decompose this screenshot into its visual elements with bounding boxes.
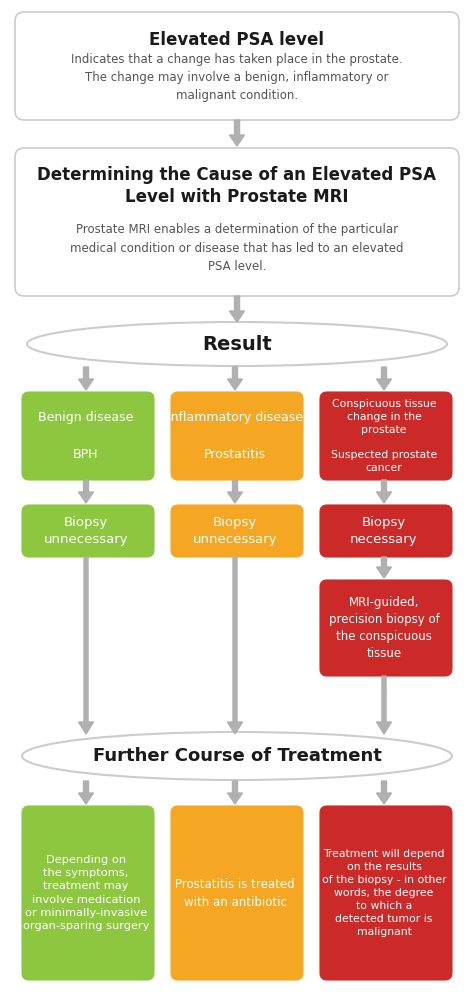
FancyBboxPatch shape [22, 806, 154, 980]
FancyBboxPatch shape [320, 505, 452, 557]
Text: Conspicuous tissue
change in the
prostate

Suspected prostate
cancer: Conspicuous tissue change in the prostat… [331, 399, 437, 473]
Polygon shape [376, 781, 392, 804]
Text: Determining the Cause of an Elevated PSA
Level with Prostate MRI: Determining the Cause of an Elevated PSA… [37, 166, 437, 206]
Polygon shape [376, 557, 392, 578]
Text: Biopsy
unnecessary: Biopsy unnecessary [44, 516, 128, 546]
Polygon shape [79, 781, 93, 804]
Polygon shape [79, 367, 93, 390]
Polygon shape [228, 367, 243, 390]
Ellipse shape [22, 732, 452, 780]
Text: MRI-guided,
precision biopsy of
the conspicuous
tissue: MRI-guided, precision biopsy of the cons… [328, 596, 439, 660]
FancyBboxPatch shape [320, 806, 452, 980]
FancyBboxPatch shape [320, 392, 452, 480]
FancyBboxPatch shape [171, 505, 303, 557]
Polygon shape [228, 480, 243, 503]
Text: Prostate MRI enables a determination of the particular
medical condition or dise: Prostate MRI enables a determination of … [70, 224, 404, 272]
Text: Elevated PSA level: Elevated PSA level [149, 31, 325, 49]
Text: Result: Result [202, 334, 272, 354]
FancyBboxPatch shape [320, 580, 452, 676]
Text: Further Course of Treatment: Further Course of Treatment [92, 747, 382, 765]
FancyBboxPatch shape [22, 505, 154, 557]
Polygon shape [79, 557, 93, 734]
Polygon shape [229, 120, 245, 146]
Text: Depending on
the symptoms,
treatment may
involve medication
or minimally-invasiv: Depending on the symptoms, treatment may… [23, 855, 149, 931]
FancyBboxPatch shape [171, 392, 303, 480]
FancyBboxPatch shape [22, 392, 154, 480]
Polygon shape [229, 296, 245, 322]
Text: Indicates that a change has taken place in the prostate.
The change may involve : Indicates that a change has taken place … [71, 53, 403, 103]
Text: Treatment will depend
on the results
of the biopsy - in other
words, the degree
: Treatment will depend on the results of … [322, 849, 447, 937]
Polygon shape [228, 557, 243, 734]
Polygon shape [376, 676, 392, 734]
FancyBboxPatch shape [15, 148, 459, 296]
FancyBboxPatch shape [15, 12, 459, 120]
Text: Inflammatory disease

Prostatitis: Inflammatory disease Prostatitis [167, 412, 303, 460]
Polygon shape [376, 367, 392, 390]
Polygon shape [228, 781, 243, 804]
Ellipse shape [27, 322, 447, 366]
Polygon shape [376, 480, 392, 503]
Text: Biopsy
unnecessary: Biopsy unnecessary [193, 516, 277, 546]
Text: Benign disease

BPH: Benign disease BPH [38, 412, 134, 460]
Polygon shape [79, 480, 93, 503]
Text: Biopsy
necessary: Biopsy necessary [350, 516, 418, 546]
FancyBboxPatch shape [171, 806, 303, 980]
Text: Prostatitis is treated
with an antibiotic: Prostatitis is treated with an antibioti… [175, 878, 295, 908]
